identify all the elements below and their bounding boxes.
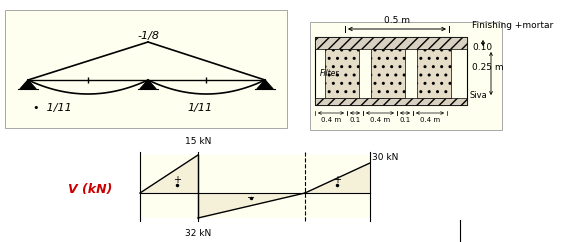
Text: 15 kN: 15 kN xyxy=(185,137,211,146)
Polygon shape xyxy=(140,155,198,193)
Text: Filter: Filter xyxy=(320,69,339,78)
Text: 0.5 m: 0.5 m xyxy=(384,16,410,25)
Text: 0.4 m: 0.4 m xyxy=(420,117,440,123)
Text: Siva: Siva xyxy=(469,91,487,100)
Bar xyxy=(315,98,467,105)
Text: Finishing +mortar: Finishing +mortar xyxy=(472,21,553,30)
Text: 32 kN: 32 kN xyxy=(185,228,211,237)
Polygon shape xyxy=(20,80,36,89)
Bar xyxy=(310,22,502,130)
Text: 0.10: 0.10 xyxy=(472,43,492,52)
Bar xyxy=(325,49,359,98)
Text: +: + xyxy=(333,175,341,185)
Polygon shape xyxy=(305,163,370,193)
Text: -1/8: -1/8 xyxy=(137,31,159,41)
Bar xyxy=(5,10,287,128)
Polygon shape xyxy=(198,193,305,218)
Text: 0.25 m: 0.25 m xyxy=(472,63,504,73)
Text: 1/11: 1/11 xyxy=(187,103,213,113)
Text: 30 kN: 30 kN xyxy=(372,153,399,162)
Text: 0.4 m: 0.4 m xyxy=(370,117,390,123)
Text: V (kN): V (kN) xyxy=(68,183,112,197)
Text: •  1/11: • 1/11 xyxy=(33,103,72,113)
Polygon shape xyxy=(257,80,273,89)
Bar xyxy=(417,49,451,98)
Text: 0.1: 0.1 xyxy=(399,117,410,123)
Text: −: − xyxy=(247,193,255,203)
Bar xyxy=(140,155,370,218)
Text: 0.1: 0.1 xyxy=(350,117,361,123)
Bar xyxy=(315,37,467,105)
Bar xyxy=(315,37,467,49)
Polygon shape xyxy=(140,80,156,89)
Bar xyxy=(371,49,405,98)
Text: +: + xyxy=(173,175,181,185)
Text: 0.4 m: 0.4 m xyxy=(321,117,341,123)
